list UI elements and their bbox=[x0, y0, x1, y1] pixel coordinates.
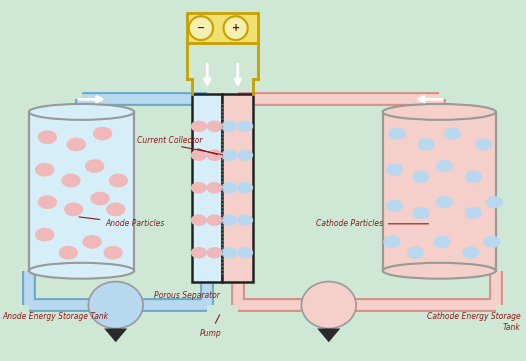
Circle shape bbox=[109, 174, 127, 187]
Circle shape bbox=[94, 127, 112, 140]
Circle shape bbox=[466, 208, 481, 218]
Ellipse shape bbox=[189, 16, 213, 40]
Circle shape bbox=[67, 138, 85, 151]
Circle shape bbox=[238, 248, 252, 258]
Circle shape bbox=[222, 150, 237, 160]
Text: Cathode Particles: Cathode Particles bbox=[316, 219, 429, 228]
Circle shape bbox=[222, 215, 237, 225]
Circle shape bbox=[107, 203, 125, 216]
Bar bbox=[187, 13, 258, 43]
Circle shape bbox=[191, 121, 206, 131]
Circle shape bbox=[222, 248, 237, 258]
Circle shape bbox=[466, 171, 481, 182]
Circle shape bbox=[238, 121, 252, 131]
Circle shape bbox=[104, 247, 122, 259]
Circle shape bbox=[418, 139, 434, 150]
Text: Pump: Pump bbox=[199, 315, 221, 338]
Ellipse shape bbox=[88, 282, 143, 329]
Circle shape bbox=[207, 215, 222, 225]
Circle shape bbox=[207, 183, 222, 193]
Circle shape bbox=[65, 203, 83, 216]
Circle shape bbox=[389, 128, 405, 139]
Circle shape bbox=[207, 248, 222, 258]
Text: Anode Particles: Anode Particles bbox=[79, 217, 165, 228]
Circle shape bbox=[191, 183, 206, 193]
Circle shape bbox=[86, 160, 104, 172]
Bar bbox=[29, 112, 134, 271]
Polygon shape bbox=[104, 329, 127, 342]
Text: +: + bbox=[231, 23, 240, 33]
Polygon shape bbox=[317, 329, 340, 342]
Ellipse shape bbox=[224, 16, 248, 40]
Circle shape bbox=[83, 236, 101, 248]
Text: Porous Separator: Porous Separator bbox=[154, 291, 220, 300]
Circle shape bbox=[484, 236, 500, 247]
Circle shape bbox=[463, 247, 479, 258]
Circle shape bbox=[413, 208, 429, 218]
Circle shape bbox=[222, 183, 237, 193]
Text: Current Collector: Current Collector bbox=[137, 136, 217, 155]
Circle shape bbox=[59, 247, 77, 259]
Circle shape bbox=[238, 183, 252, 193]
Circle shape bbox=[207, 121, 222, 131]
Circle shape bbox=[191, 150, 206, 160]
Circle shape bbox=[384, 236, 400, 247]
Bar bbox=[192, 94, 222, 282]
Circle shape bbox=[38, 131, 56, 143]
Circle shape bbox=[238, 215, 252, 225]
Circle shape bbox=[487, 197, 502, 208]
Text: −: − bbox=[197, 23, 205, 33]
Text: Anode Energy Storage Tank: Anode Energy Storage Tank bbox=[3, 312, 109, 321]
Ellipse shape bbox=[29, 263, 134, 279]
Bar bbox=[222, 94, 253, 282]
Circle shape bbox=[413, 171, 429, 182]
Ellipse shape bbox=[382, 263, 495, 279]
Bar bbox=[382, 112, 495, 271]
Ellipse shape bbox=[29, 104, 134, 120]
Circle shape bbox=[91, 192, 109, 205]
Circle shape bbox=[62, 174, 80, 187]
Ellipse shape bbox=[301, 282, 356, 329]
Circle shape bbox=[387, 200, 402, 211]
Circle shape bbox=[36, 164, 54, 176]
Circle shape bbox=[434, 236, 450, 247]
Circle shape bbox=[191, 215, 206, 225]
Circle shape bbox=[191, 248, 206, 258]
Circle shape bbox=[437, 197, 452, 208]
Circle shape bbox=[207, 150, 222, 160]
Circle shape bbox=[36, 229, 54, 241]
Circle shape bbox=[222, 121, 237, 131]
Circle shape bbox=[437, 161, 452, 171]
Circle shape bbox=[444, 128, 460, 139]
Text: Cathode Energy Storage
Tank: Cathode Energy Storage Tank bbox=[427, 312, 521, 332]
Circle shape bbox=[238, 150, 252, 160]
Circle shape bbox=[476, 139, 492, 150]
Circle shape bbox=[387, 164, 402, 175]
Circle shape bbox=[38, 196, 56, 208]
Circle shape bbox=[408, 247, 423, 258]
Ellipse shape bbox=[382, 104, 495, 120]
